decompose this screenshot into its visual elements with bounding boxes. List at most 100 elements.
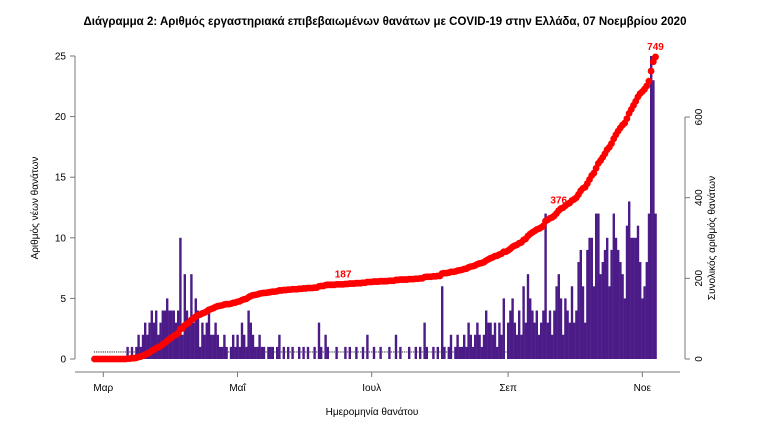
bar <box>645 262 648 359</box>
cumulative-annotation: 376 <box>550 196 567 207</box>
bar <box>586 249 589 359</box>
bar <box>621 274 624 359</box>
y2-tick-label: 0 <box>694 356 705 362</box>
zero-marker <box>120 351 122 353</box>
zero-marker <box>285 351 287 353</box>
bar <box>568 322 571 359</box>
bar <box>205 322 208 359</box>
zero-marker <box>316 351 318 353</box>
bar <box>245 346 248 359</box>
zero-marker <box>331 351 333 353</box>
bar <box>130 346 134 359</box>
bar <box>511 298 514 359</box>
bar <box>467 322 470 359</box>
bar <box>502 298 505 359</box>
zero-marker <box>329 351 331 353</box>
bar <box>579 249 582 359</box>
bar <box>137 334 140 359</box>
bar <box>249 322 252 359</box>
bar <box>542 310 545 359</box>
zero-marker <box>100 351 102 353</box>
bar <box>619 262 622 359</box>
bar <box>419 346 422 359</box>
y2-axis-label: Συνολικός αριθμός θανάτων <box>706 176 718 300</box>
bar <box>150 310 153 359</box>
bar <box>496 346 499 359</box>
bar <box>460 346 464 359</box>
bar <box>634 237 637 359</box>
zero-marker <box>300 351 302 353</box>
zero-marker <box>505 351 507 353</box>
bar <box>650 56 653 359</box>
bar <box>192 322 195 359</box>
bar <box>348 346 351 359</box>
bar <box>258 334 261 359</box>
zero-marker <box>289 351 291 353</box>
zero-marker <box>133 351 135 353</box>
bar <box>159 322 162 359</box>
bar <box>135 346 138 359</box>
bar <box>509 310 512 359</box>
bar <box>146 334 149 359</box>
bar <box>458 346 461 359</box>
bar <box>366 334 369 359</box>
bar <box>379 346 382 359</box>
bar <box>625 225 629 359</box>
bar <box>647 213 651 359</box>
bar <box>513 322 516 359</box>
bar <box>588 237 591 359</box>
zero-marker <box>122 351 124 353</box>
bar <box>524 322 527 359</box>
axes-group: 0 5 10 15 20 25 0 200 400 600 Μαρ Μαΐ Ιουλ Σεπ Νοε <box>55 52 705 395</box>
y-tick-label: 0 <box>60 355 66 366</box>
bar <box>216 334 219 359</box>
x-tick-label: Ιουλ <box>362 383 381 394</box>
zero-marker <box>401 351 404 353</box>
bar <box>471 346 475 359</box>
y-tick-label: 25 <box>55 52 67 63</box>
bar <box>520 334 523 359</box>
zero-marker <box>342 351 344 353</box>
zero-marker <box>386 351 388 353</box>
zero-marker <box>375 351 377 353</box>
bar <box>166 298 169 359</box>
bar <box>260 346 263 359</box>
bar <box>487 322 490 359</box>
zero-marker <box>322 351 324 353</box>
zero-marker <box>93 351 96 353</box>
bar <box>196 310 200 359</box>
bar <box>500 334 503 359</box>
bar <box>203 334 206 359</box>
bar <box>493 322 497 359</box>
cumulative-line-group: 187 376 749 <box>91 42 664 363</box>
bars-group <box>93 56 657 360</box>
bar <box>214 322 217 359</box>
bar <box>555 286 558 359</box>
x-tick-label: Νοε <box>634 383 652 394</box>
zero-marker <box>338 351 340 353</box>
bar <box>515 334 519 359</box>
zero-marker <box>439 351 441 353</box>
bar <box>221 346 224 359</box>
bar <box>553 310 556 359</box>
bar <box>139 346 142 359</box>
bar <box>276 346 279 359</box>
bar <box>254 346 257 359</box>
zero-marker <box>346 351 349 353</box>
bar <box>141 334 145 359</box>
zero-marker <box>430 351 432 353</box>
zero-marker <box>393 351 395 353</box>
bar <box>456 334 459 359</box>
bar <box>577 262 580 359</box>
bar <box>610 249 613 359</box>
bar <box>612 213 615 359</box>
bar <box>183 274 186 359</box>
zero-marker <box>296 351 298 353</box>
bar <box>614 237 618 359</box>
bar <box>168 310 171 359</box>
bar <box>344 346 347 359</box>
bar <box>491 334 494 359</box>
bar <box>557 274 560 359</box>
bar <box>302 346 305 359</box>
bar <box>326 346 329 359</box>
